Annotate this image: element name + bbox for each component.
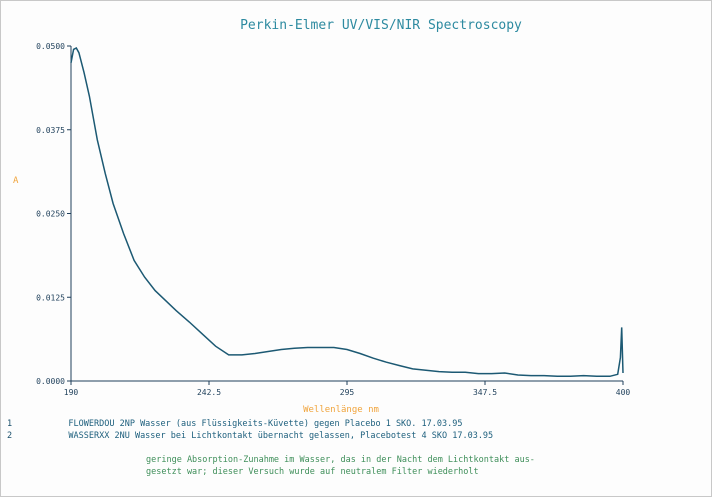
legend-entry-2: 2 WASSERXX 2NU Wasser bei Lichtkontakt ü… xyxy=(7,430,707,442)
legend-label: FLOWERDOU 2NP Wasser (aus Flüssigkeits-K… xyxy=(68,419,463,429)
y-axis-ticks: 0.0000 0.0125 0.0250 0.0375 0.0500 xyxy=(36,42,71,386)
comment-line-1: geringe Absorption-Zunahme im Wasser, da… xyxy=(146,455,535,465)
y-tick-label: 0.0000 xyxy=(36,377,65,386)
series-line xyxy=(70,46,624,378)
legend-entry-1: 1 FLOWERDOU 2NP Wasser (aus Flüssigkeits… xyxy=(7,418,707,430)
legend-panel: 1 FLOWERDOU 2NP Wasser (aus Flüssigkeits… xyxy=(1,416,712,496)
comment-line-2: gesetzt war; dieser Versuch wurde auf ne… xyxy=(146,467,479,477)
y-tick-label: 0.0375 xyxy=(36,126,65,135)
x-tick-label: 242.5 xyxy=(197,388,221,397)
x-tick-label: 190 xyxy=(64,388,79,397)
y-tick-label: 0.0500 xyxy=(36,42,65,51)
legend-label: WASSERXX 2NU Wasser bei Lichtkontakt übe… xyxy=(68,431,494,441)
x-tick-label: 347.5 xyxy=(473,388,497,397)
x-tick-label: 295 xyxy=(340,388,355,397)
chart-title: Perkin-Elmer UV/VIS/NIR Spectroscopy xyxy=(240,18,522,33)
y-tick-label: 0.0250 xyxy=(36,210,65,219)
legend-marker: 2 xyxy=(7,431,13,441)
spectrum-chart: Perkin-Elmer UV/VIS/NIR Spectroscopy A 0… xyxy=(13,18,631,415)
x-axis-ticks: 190 242.5 295 347.5 400 xyxy=(64,381,631,397)
x-tick-label: 400 xyxy=(616,388,631,397)
x-axis-label: Wellenlänge nm xyxy=(303,405,379,415)
legend-marker: 1 xyxy=(7,419,13,429)
y-tick-label: 0.0125 xyxy=(36,293,65,302)
axes xyxy=(70,46,623,382)
y-axis-label: A xyxy=(13,176,19,186)
